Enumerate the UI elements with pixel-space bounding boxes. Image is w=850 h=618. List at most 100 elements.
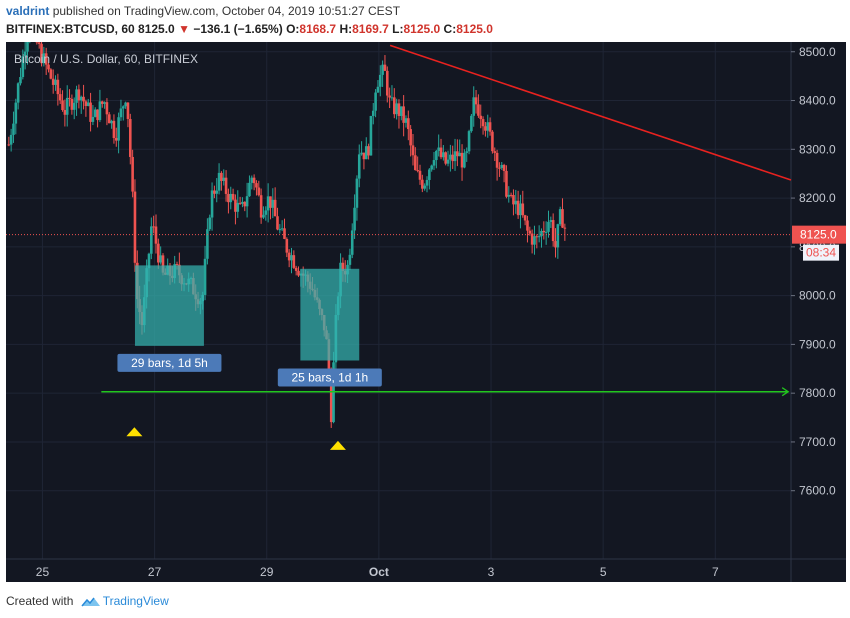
candle-body	[119, 108, 123, 118]
created-with-text: Created with	[6, 594, 74, 608]
y-tick-label: 8300.0	[799, 142, 836, 156]
candle-body	[414, 155, 417, 171]
publish-line: valdrint published on TradingView.com, O…	[6, 4, 400, 18]
candle-body	[159, 255, 162, 263]
candle-body	[367, 146, 370, 156]
candle-body	[51, 78, 55, 85]
candle-body	[292, 255, 296, 268]
candle-body	[255, 183, 258, 188]
candle-body	[418, 170, 422, 180]
candle-body	[82, 96, 85, 102]
candle-body	[554, 241, 557, 248]
low-label: L:	[392, 22, 404, 36]
candle-body	[276, 216, 279, 230]
candle-body	[238, 202, 242, 204]
candle-body	[397, 103, 401, 116]
candle-body	[220, 172, 223, 181]
candle-body	[152, 226, 155, 228]
chart-frame[interactable]: 29 bars, 1d 5h 25 bars, 1d 1h Bitcoin / U.…	[6, 42, 846, 582]
candle-body	[493, 151, 497, 153]
candle-body	[42, 53, 46, 64]
date-range-label-bg	[277, 368, 382, 387]
candle-body	[500, 164, 504, 168]
candle-body	[563, 227, 567, 229]
candle-body	[203, 258, 207, 295]
candle-body	[280, 228, 284, 230]
candle-body	[472, 97, 476, 116]
candle-body	[208, 217, 212, 230]
y-tick-label: 7700.0	[799, 435, 836, 449]
candle-body	[12, 123, 15, 135]
candle-body	[7, 144, 11, 146]
author-link[interactable]: valdrint	[6, 4, 50, 18]
candle-body	[357, 154, 361, 179]
candle-body	[75, 89, 78, 103]
candle-body	[47, 64, 50, 70]
candle-body	[474, 97, 478, 105]
candle-body	[371, 110, 375, 117]
countdown-label-bg	[803, 244, 839, 261]
candle-body	[362, 152, 366, 160]
candle-body	[423, 185, 426, 189]
y-tick-label: 8400.0	[799, 94, 836, 108]
candle-body	[498, 167, 501, 169]
high-value: 8169.7	[352, 22, 389, 36]
candle-body	[495, 152, 499, 168]
candle-body	[341, 262, 345, 272]
candle-body	[215, 190, 219, 194]
candle-body	[449, 154, 452, 160]
candle-body	[428, 169, 431, 180]
candle-body	[227, 193, 230, 203]
tradingview-brand-link[interactable]: TradingView	[102, 594, 169, 608]
candle-body	[411, 145, 415, 156]
candle-body	[250, 177, 254, 183]
footer: Created with TradingView	[6, 594, 169, 608]
candle-body	[364, 146, 368, 160]
candle-body	[37, 42, 41, 44]
candle-body	[271, 199, 275, 208]
candle-body	[259, 195, 263, 218]
candle-body	[58, 94, 62, 101]
candle-body	[147, 253, 151, 269]
candle-body	[84, 101, 88, 107]
date-range-label-bg	[117, 353, 222, 372]
candle-body	[514, 200, 518, 205]
candle-body	[523, 215, 527, 221]
candle-body	[63, 110, 67, 115]
candle-body	[374, 92, 377, 111]
candle-body	[103, 102, 106, 104]
candle-body	[16, 83, 20, 103]
candle-body	[100, 101, 104, 104]
candle-body	[107, 114, 111, 124]
price-chart[interactable]: 29 bars, 1d 5h 25 bars, 1d 1h Bitcoin / U.…	[6, 42, 846, 582]
support-line-arrow-icon	[781, 387, 790, 397]
x-tick-label: 27	[148, 565, 162, 579]
candle-body	[114, 138, 118, 141]
candle-body	[44, 53, 48, 65]
candle-body	[264, 210, 268, 215]
candle-body	[9, 134, 13, 145]
candle-body	[126, 102, 130, 119]
chart-header: valdrint published on TradingView.com, O…	[6, 4, 846, 40]
candle-body	[98, 101, 102, 121]
chart-background	[6, 42, 846, 582]
candle-body	[491, 131, 494, 152]
close-value: 8125.0	[456, 22, 493, 36]
candle-body	[96, 109, 99, 121]
candle-body	[54, 79, 57, 85]
candle-body	[507, 194, 511, 197]
candle-body	[416, 170, 419, 172]
candle-body	[26, 42, 29, 52]
candle-body	[547, 221, 550, 232]
candle-body	[124, 102, 127, 107]
candle-body	[222, 177, 226, 181]
candle-body	[390, 97, 394, 99]
date-range-box	[300, 268, 360, 361]
candle-body	[521, 203, 525, 216]
y-tick-label: 7900.0	[799, 337, 836, 351]
candle-body	[561, 209, 564, 228]
symbol-line: BITFINEX:BTCUSD, 60 8125.0 ▼ −136.1 (−1.…	[6, 22, 493, 36]
candle-body	[65, 97, 69, 115]
date-range-label: 29 bars, 1d 5h	[131, 356, 208, 370]
candle-body	[117, 117, 120, 141]
